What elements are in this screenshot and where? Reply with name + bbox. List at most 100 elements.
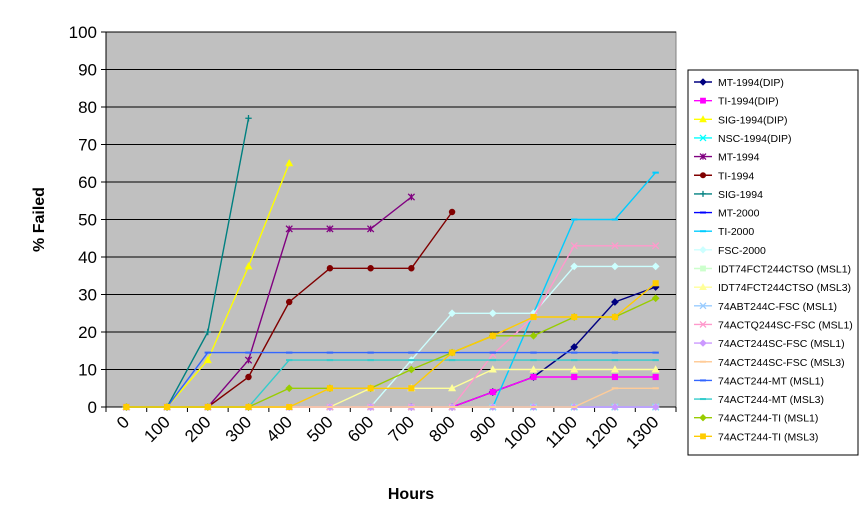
y-tick-label: 20 xyxy=(78,323,97,342)
data-point xyxy=(244,262,253,270)
legend-label: 74ACT244SC-FSC (MSL1) xyxy=(718,338,845,350)
data-point xyxy=(570,365,579,373)
series-20 xyxy=(123,280,659,411)
data-point xyxy=(204,328,211,336)
data-point xyxy=(651,403,660,411)
data-point xyxy=(699,78,707,86)
data-point xyxy=(204,403,211,411)
data-point xyxy=(123,403,130,411)
data-point xyxy=(488,309,497,318)
legend-label: TI-2000 xyxy=(718,226,754,238)
data-point xyxy=(699,320,707,328)
legend-label: 74ACT244-MT (MSL1) xyxy=(718,375,824,387)
data-point xyxy=(408,385,415,392)
legend-entry: TI-1994 xyxy=(694,170,754,182)
y-tick-label: 30 xyxy=(78,286,97,305)
data-point xyxy=(244,356,253,364)
legend-entry: NSC-1994(DIP) xyxy=(694,133,792,145)
legend-entry: MT-1994(DIP) xyxy=(694,77,784,89)
data-point xyxy=(448,384,457,392)
data-point xyxy=(699,153,707,161)
legend-label: IDT74FCT244CTSO (MSL1) xyxy=(718,264,851,276)
data-point xyxy=(448,208,456,216)
data-point xyxy=(571,373,578,381)
legend-label: 74ACT244-TI (MSL3) xyxy=(718,431,818,443)
data-point xyxy=(651,294,660,303)
data-point xyxy=(489,388,496,396)
legend-label: SIG-1994 xyxy=(718,189,763,201)
legend-label: TI-1994 xyxy=(718,170,754,182)
data-point xyxy=(652,280,659,287)
data-point xyxy=(699,134,707,142)
legend-entry: 74ACT244-TI (MSL3) xyxy=(694,431,818,443)
legend-entry: 74ACT244-TI (MSL1) xyxy=(694,413,818,425)
data-point xyxy=(699,246,707,254)
y-axis-title: % Failed xyxy=(31,187,48,252)
data-point xyxy=(652,373,659,381)
data-point xyxy=(699,115,707,123)
data-point xyxy=(611,373,618,381)
data-point xyxy=(699,172,707,179)
legend-entry: MT-1994 xyxy=(694,152,760,164)
legend-label: TI-1994(DIP) xyxy=(718,96,779,108)
data-point xyxy=(529,365,538,373)
data-point xyxy=(611,262,619,271)
data-point xyxy=(700,190,706,197)
legend-entry: 74ACT244SC-FSC (MSL1) xyxy=(694,338,845,350)
data-point xyxy=(407,193,416,201)
y-tick-label: 50 xyxy=(78,211,97,230)
y-tick-label: 100 xyxy=(69,23,97,42)
series-line xyxy=(126,351,656,408)
data-point xyxy=(326,265,334,272)
data-point xyxy=(651,242,660,250)
data-point xyxy=(245,373,252,381)
legend-entry: 74ACT244-MT (MSL1) xyxy=(694,375,824,387)
data-point xyxy=(699,413,707,422)
legend-label: MT-1994 xyxy=(718,152,760,164)
data-point xyxy=(570,262,579,271)
data-point xyxy=(326,385,333,392)
data-point xyxy=(610,365,619,373)
legend-entry: 74ACTQ244SC-FSC (MSL1) xyxy=(694,319,853,331)
legend-label: 74ACTQ244SC-FSC (MSL1) xyxy=(718,319,853,331)
gridlines xyxy=(106,31,676,370)
data-point xyxy=(651,365,660,373)
y-tick-label: 60 xyxy=(78,173,97,192)
data-point xyxy=(488,365,497,373)
legend-label: MT-1994(DIP) xyxy=(718,77,784,89)
data-point xyxy=(699,339,707,347)
data-point xyxy=(449,349,456,356)
data-point xyxy=(489,332,496,339)
legend-entry: 74ACT244-MT (MSL3) xyxy=(694,394,824,406)
legend-entry: TI-1994(DIP) xyxy=(694,96,779,108)
data-point xyxy=(448,309,456,318)
data-point xyxy=(611,403,619,411)
data-point xyxy=(571,313,578,321)
data-point xyxy=(285,384,294,393)
legend: MT-1994(DIP) TI-1994(DIP) SIG-1994(DIP) NSC… xyxy=(687,69,859,456)
legend-label: FSC-2000 xyxy=(718,245,766,257)
y-tick-label: 70 xyxy=(78,136,97,155)
legend-label: SIG-1994(DIP) xyxy=(718,114,787,126)
data-point xyxy=(570,242,578,250)
data-point xyxy=(529,331,538,340)
data-point xyxy=(164,403,171,411)
data-point xyxy=(367,265,374,272)
data-point xyxy=(367,385,374,392)
y-tick-label: 80 xyxy=(78,98,97,117)
legend-label: 74ABT244C-FSC (MSL1) xyxy=(718,301,837,313)
legend-entry: FSC-2000 xyxy=(694,245,766,257)
legend-label: 74ACT244SC-FSC (MSL3) xyxy=(718,357,845,369)
data-point xyxy=(611,313,618,321)
data-point xyxy=(530,373,537,381)
legend-entry: SIG-1994 xyxy=(694,189,763,201)
data-point xyxy=(203,355,212,364)
legend-label: 74ACT244-TI (MSL1) xyxy=(718,413,818,425)
series-layer xyxy=(122,115,660,411)
y-tick-label: 0 xyxy=(88,398,97,417)
data-point xyxy=(326,225,334,233)
legend-entry: SIG-1994(DIP) xyxy=(694,114,787,126)
data-point xyxy=(611,242,619,250)
